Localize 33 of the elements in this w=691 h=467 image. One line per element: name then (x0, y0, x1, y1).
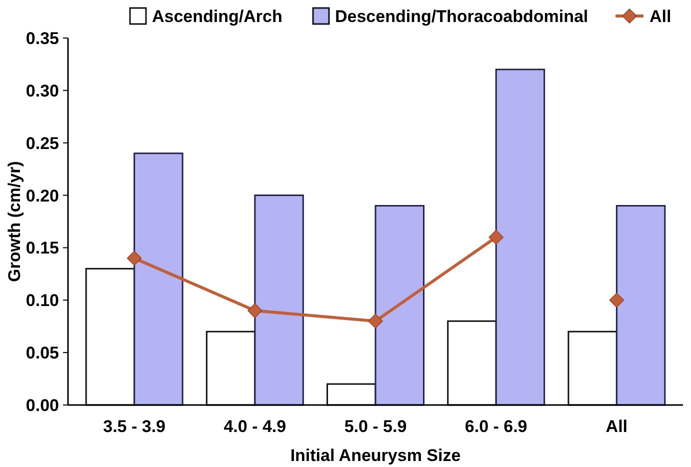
y-tick-label: 0.00 (26, 396, 59, 415)
x-tick-label: 6.0 - 6.9 (464, 417, 528, 436)
x-axis-title: Initial Aneurysm Size (290, 446, 461, 465)
bar (374, 205, 424, 406)
x-tick-label: 3.5 - 3.9 (103, 417, 166, 436)
bar (495, 68, 546, 406)
x-tick-label: All (606, 417, 628, 436)
x-tick-label: 5.0 - 5.9 (344, 417, 407, 436)
bar (206, 330, 256, 406)
legend-label: Ascending/Arch (152, 7, 282, 26)
bar (616, 205, 666, 406)
y-tick-label: 0.30 (26, 81, 59, 100)
bar (254, 194, 304, 406)
bar (134, 152, 184, 406)
y-tick-label: 0.15 (26, 238, 59, 258)
x-tick-label: 4.0 - 4.9 (224, 417, 286, 436)
bar (447, 320, 497, 406)
y-axis-title: Growth (cm/yr) (5, 161, 24, 282)
y-tick-label: 0.25 (26, 134, 59, 153)
bar (85, 268, 136, 406)
bar (568, 330, 618, 406)
point (248, 303, 262, 318)
y-tick-label: 0.10 (26, 291, 59, 310)
point (126, 250, 142, 266)
legend-label: Descending/Thoracoabdominal (335, 7, 588, 26)
y-tick-label: 0.20 (26, 186, 59, 206)
bar (326, 383, 376, 406)
y-tick-label: 0.05 (26, 344, 59, 363)
point (609, 292, 624, 308)
y-tick-label: 0.35 (26, 29, 59, 48)
legend-label: All (650, 7, 672, 26)
point (368, 314, 383, 329)
point (488, 230, 504, 245)
